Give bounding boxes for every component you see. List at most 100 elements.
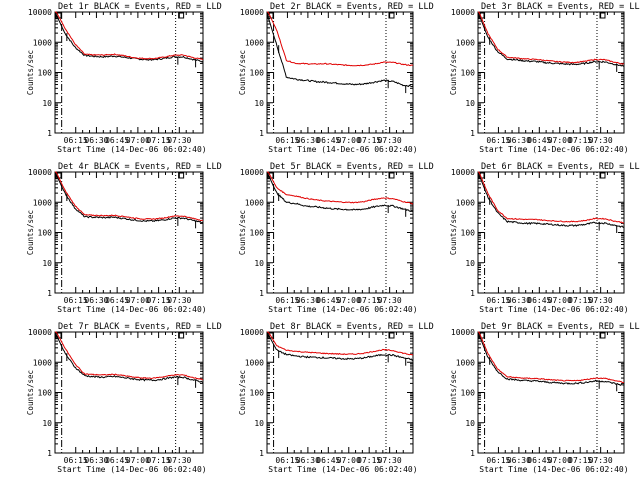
y-tick-label: 1000 (245, 38, 264, 47)
series-line-events (54, 171, 204, 224)
flag-box-right (388, 332, 395, 339)
x-tick-label: 07:30 (378, 296, 402, 305)
y-axis-label: Counts/sec (26, 370, 35, 415)
x-tick-label: 06:45 (316, 296, 340, 305)
y-tick-label: 1 (47, 449, 52, 458)
y-tick-label: 10000 (28, 8, 52, 17)
x-axis-label: Start Time (14-Dec-06 06:02:40) (268, 465, 417, 474)
series-line-lld (478, 11, 624, 65)
y-tick-label: 100 (461, 389, 476, 398)
y-axis-label: Counts/sec (238, 50, 247, 95)
x-tick-label: 07:30 (378, 136, 402, 145)
x-tick-label: 06:30 (84, 136, 108, 145)
flag-box-left (55, 332, 62, 339)
y-tick-label: 1000 (456, 358, 475, 367)
x-tick-label: 06:30 (84, 456, 108, 465)
panel-det-6r: Det 6r BLACK = Events, RED = LLD 1 10 100 10… (449, 162, 640, 314)
series-line-events (54, 11, 204, 63)
series-line-events (266, 331, 414, 362)
y-axis-label: Counts/sec (238, 370, 247, 415)
y-tick-label: 10000 (451, 168, 475, 177)
x-tick-label: 06:15 (275, 136, 299, 145)
y-tick-label: 100 (38, 69, 53, 78)
plot-frame (266, 171, 414, 294)
y-axis-label: Counts/sec (449, 370, 458, 415)
y-tick-label: 100 (250, 69, 265, 78)
x-tick-label: 06:45 (527, 456, 551, 465)
series-line-lld (478, 331, 625, 384)
x-tick-label: 06:15 (486, 136, 510, 145)
panel-det-9r: Det 9r BLACK = Events, RED = LLD 1 10 100 10… (449, 322, 640, 474)
y-tick-label: 1000 (456, 198, 475, 207)
x-tick-label: 06:15 (275, 296, 299, 305)
y-tick-label: 10000 (240, 8, 264, 17)
y-tick-label: 1000 (245, 198, 264, 207)
x-tick-label: 07:30 (167, 456, 191, 465)
y-tick-label: 1 (470, 289, 475, 298)
x-tick-label: 06:45 (316, 136, 340, 145)
flag-box-right (599, 172, 606, 179)
panel-det-4r: Det 4r BLACK = Events, RED = LLD 1 10 100 10… (26, 162, 222, 314)
y-tick-label: 1000 (33, 38, 52, 47)
x-tick-label: 07:00 (126, 456, 150, 465)
panel-title: Det 7r BLACK = Events, RED = LLD (58, 322, 222, 332)
series-line-events (477, 331, 625, 386)
x-tick-label: 07:15 (357, 296, 381, 305)
y-tick-label: 10000 (28, 168, 52, 177)
series-line-lld (478, 171, 625, 224)
flag-box-right (599, 12, 606, 19)
y-tick-label: 10 (254, 259, 264, 268)
x-axis-label: Start Time (14-Dec-06 06:02:40) (268, 145, 417, 154)
y-tick-label: 1 (470, 129, 475, 138)
x-tick-label: 07:15 (357, 136, 381, 145)
y-tick-label: 1 (47, 289, 52, 298)
panel-title: Det 9r BLACK = Events, RED = LLD (481, 322, 640, 332)
y-tick-label: 1000 (456, 38, 475, 47)
series-line-lld (55, 171, 204, 222)
plot-frame (54, 331, 204, 454)
series-line-events (266, 13, 414, 88)
x-tick-label: 06:30 (84, 296, 108, 305)
series-line-lld (55, 331, 204, 381)
plot-frame (54, 171, 204, 294)
x-tick-label: 07:30 (378, 456, 402, 465)
x-tick-label: 07:30 (589, 456, 613, 465)
series-line-events (54, 331, 204, 384)
panel-title: Det 6r BLACK = Events, RED = LLD (481, 162, 640, 172)
x-tick-label: 07:00 (548, 136, 572, 145)
y-tick-label: 100 (461, 229, 476, 238)
panel-title: Det 2r BLACK = Events, RED = LLD (270, 2, 434, 12)
y-tick-label: 10 (465, 419, 475, 428)
x-tick-label: 07:00 (337, 136, 361, 145)
flag-box-left (267, 172, 274, 179)
y-tick-label: 1000 (33, 198, 52, 207)
x-tick-label: 06:15 (64, 136, 88, 145)
x-tick-label: 06:15 (275, 456, 299, 465)
x-tick-label: 07:15 (568, 456, 592, 465)
x-axis-label: Start Time (14-Dec-06 06:02:40) (57, 305, 206, 314)
y-tick-label: 1 (259, 449, 264, 458)
x-tick-label: 07:15 (568, 136, 592, 145)
y-tick-label: 1 (47, 129, 52, 138)
flag-box-right (178, 12, 185, 19)
x-tick-label: 06:30 (296, 456, 320, 465)
panel-det-2r: Det 2r BLACK = Events, RED = LLD 1 10 100 10… (238, 2, 434, 154)
y-tick-label: 10 (465, 99, 475, 108)
y-axis-label: Counts/sec (449, 210, 458, 255)
panel-title: Det 1r BLACK = Events, RED = LLD (58, 2, 222, 12)
x-tick-label: 07:15 (147, 136, 171, 145)
plot-frame (477, 11, 625, 134)
x-tick-label: 06:45 (105, 456, 129, 465)
panel-title: Det 4r BLACK = Events, RED = LLD (58, 162, 222, 172)
x-tick-label: 06:15 (486, 456, 510, 465)
y-tick-label: 100 (250, 229, 265, 238)
y-tick-label: 1 (259, 129, 264, 138)
x-tick-label: 07:00 (337, 296, 361, 305)
x-axis-label: Start Time (14-Dec-06 06:02:40) (57, 145, 206, 154)
x-tick-label: 06:30 (296, 136, 320, 145)
panel-det-8r: Det 8r BLACK = Events, RED = LLD 1 10 100 10… (238, 322, 434, 474)
flag-box-right (178, 172, 185, 179)
y-tick-label: 10000 (451, 328, 475, 337)
x-tick-label: 06:30 (507, 136, 531, 145)
